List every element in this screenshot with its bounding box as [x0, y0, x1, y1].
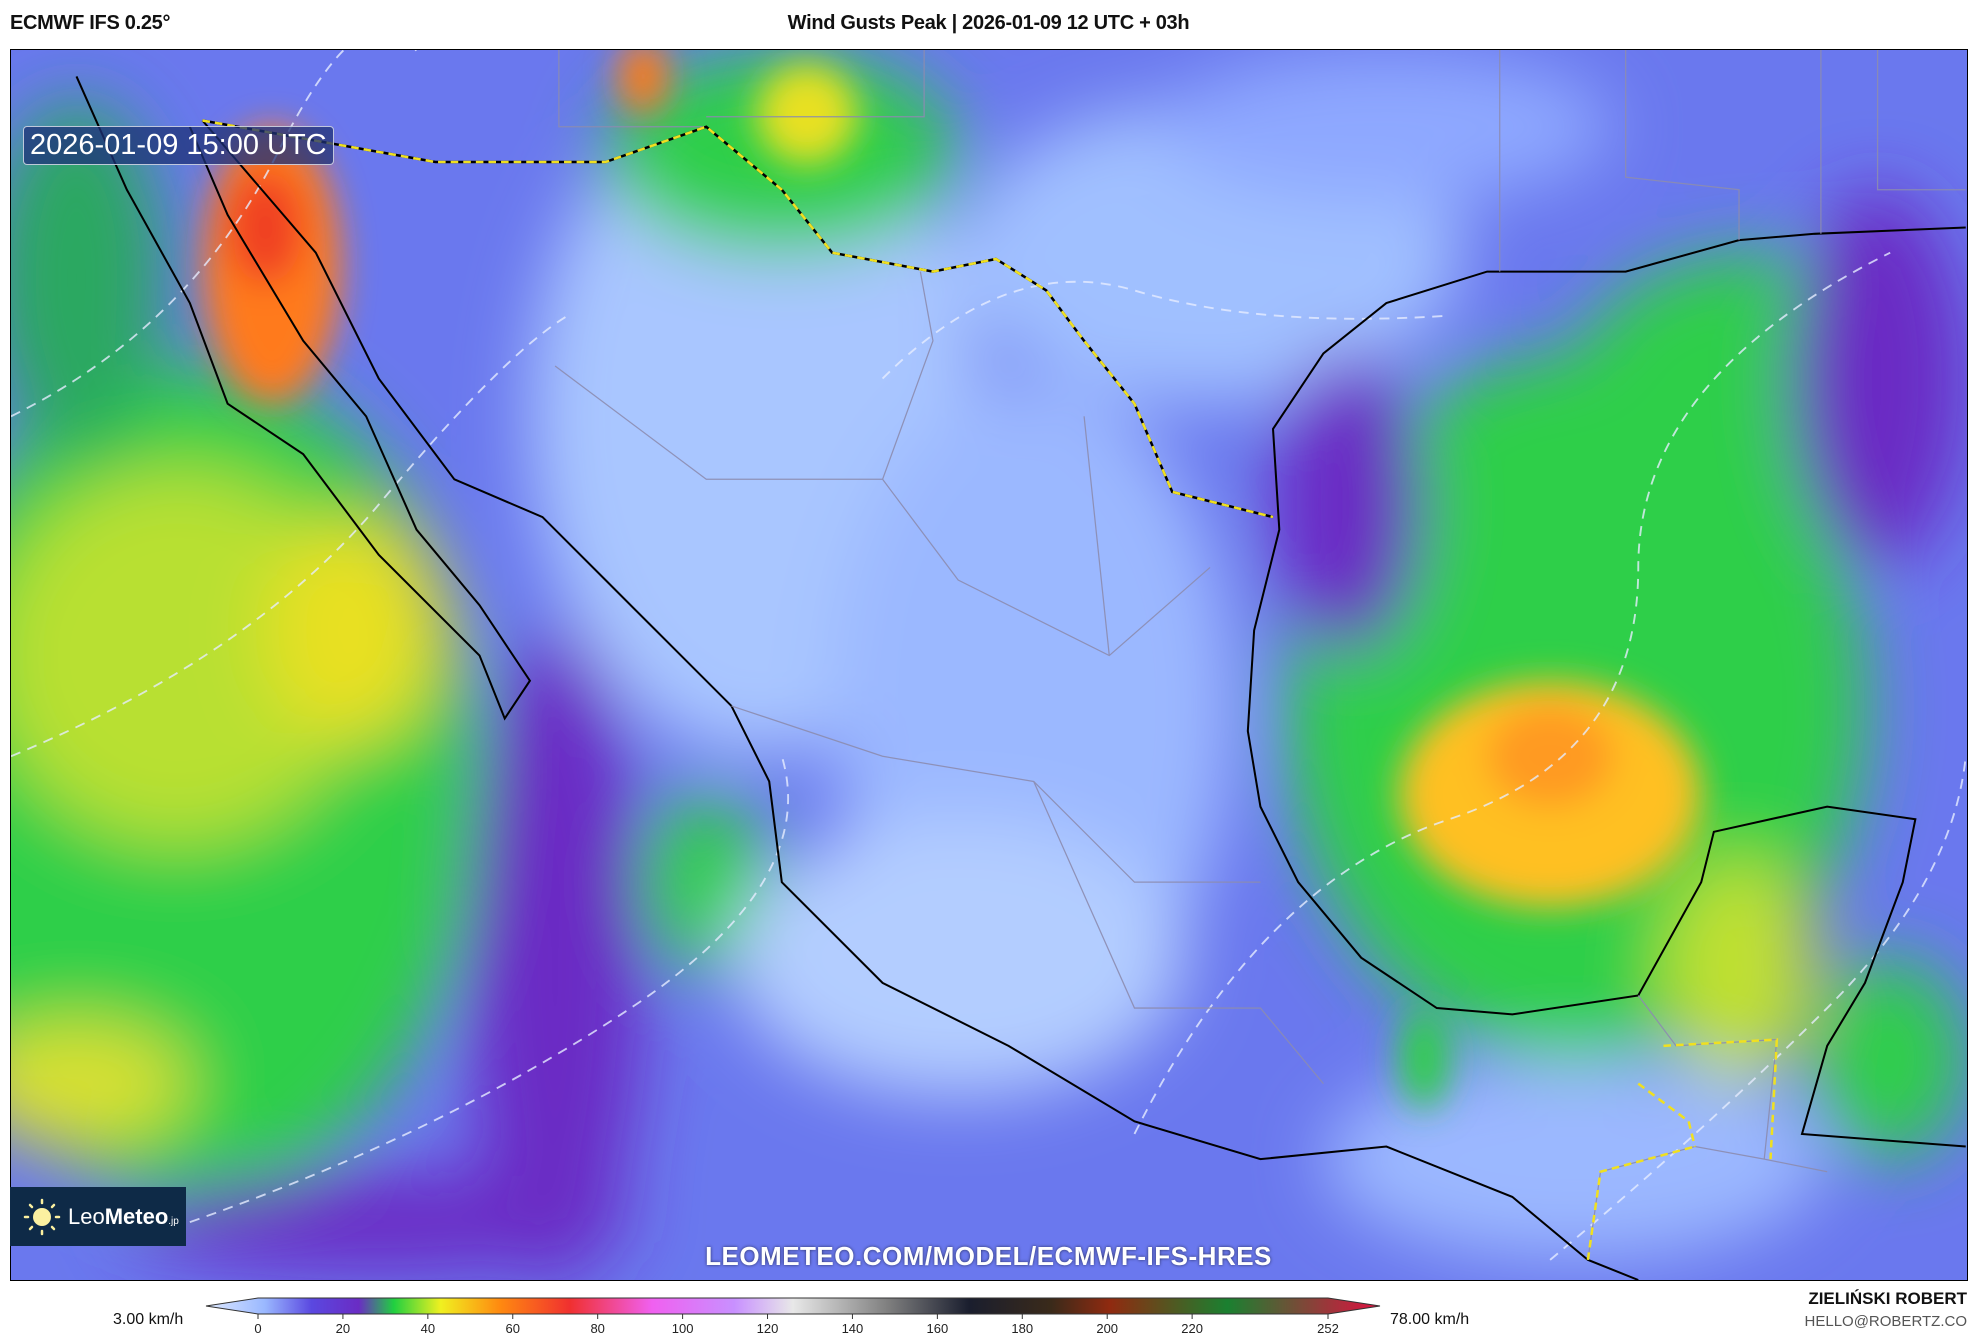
- colorbar-max-label: 78.00 km/h: [1390, 1311, 1470, 1328]
- colorbar-tick-label: 220: [1181, 1321, 1203, 1336]
- colorbar-tick-label: 120: [757, 1321, 779, 1336]
- colorbar-tick-label: 252: [1317, 1321, 1339, 1336]
- weather-map[interactable]: 2026-01-09 15:00 UTC: [10, 49, 1968, 1281]
- colorbar-tick-label: 0: [254, 1321, 261, 1336]
- colorbar: 0 20 40 60 80 100 120 140 160 180 200 220 252: [205, 1297, 1381, 1336]
- colorbar-tick-label: 200: [1096, 1321, 1118, 1336]
- colorbar-tick-label: 60: [506, 1321, 520, 1336]
- colorbar-tick-label: 160: [927, 1321, 949, 1336]
- colorbar-tick-label: 80: [590, 1321, 604, 1336]
- colorbar-tick-label: 40: [421, 1321, 435, 1336]
- colorbar-tick-label: 100: [672, 1321, 694, 1336]
- watermark-url: LEOMETEO.COM/MODEL/ECMWF-IFS-HRES: [705, 1241, 1272, 1271]
- colorbar-min-label: 3.00 km/h: [113, 1311, 184, 1328]
- sun-icon: [23, 1198, 61, 1235]
- valid-time-label: 2026-01-09 15:00 UTC: [23, 126, 334, 165]
- colorbar-tick-label: 140: [842, 1321, 864, 1336]
- colorbar-tick-label: 20: [336, 1321, 350, 1336]
- leometeo-logo[interactable]: LeoMeteo.jp: [10, 1187, 186, 1246]
- model-name: ECMWF IFS 0.25°: [10, 12, 171, 34]
- chart-title: Wind Gusts Peak | 2026-01-09 12 UTC + 03…: [787, 12, 1190, 34]
- colorbar-tick-label: 180: [1011, 1321, 1033, 1336]
- wind-gust-field: [11, 50, 1967, 1280]
- author-credit: ZIELIŃSKI ROBERT: [1808, 1289, 1967, 1308]
- author-email[interactable]: HELLO@ROBERTZ.CO: [1804, 1313, 1967, 1330]
- logo-text: LeoMeteo.jp: [68, 1203, 179, 1229]
